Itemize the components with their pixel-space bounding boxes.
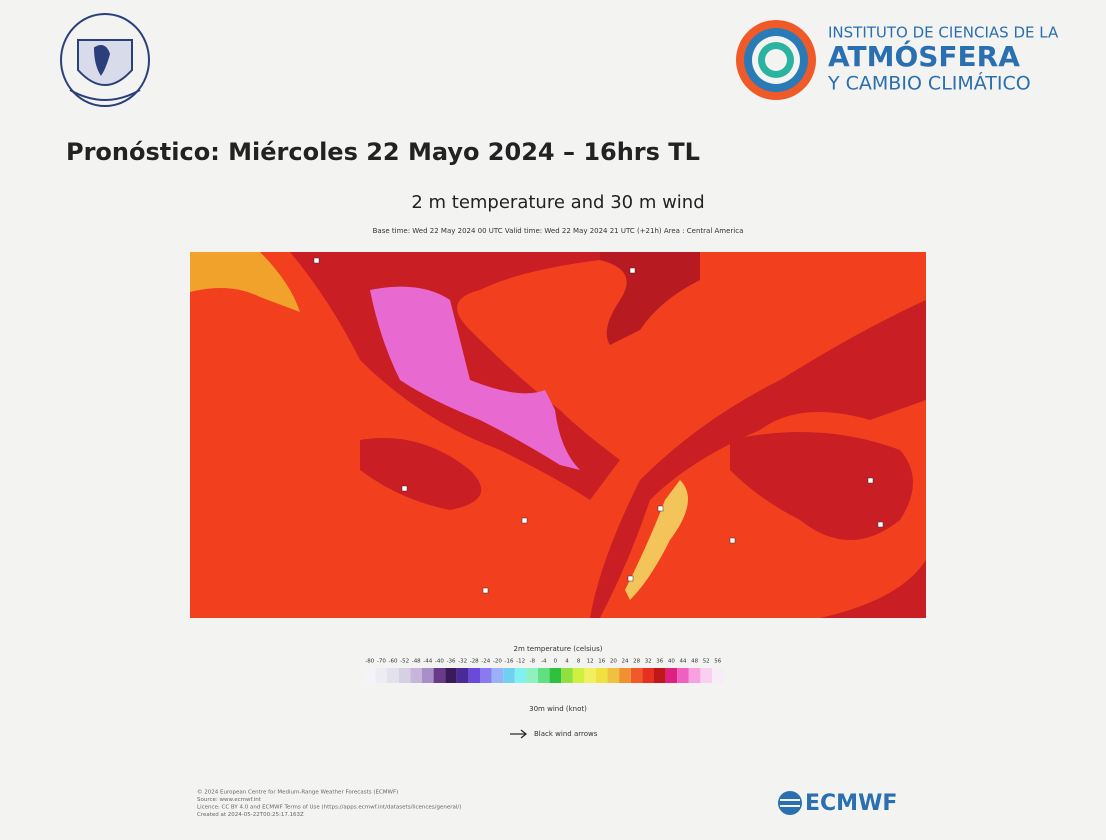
colorbar-tick-label: 0 (554, 659, 558, 665)
slide-title: Pronóstico: Miércoles 22 Mayo 2024 – 16h… (66, 138, 700, 166)
colorbar-cell (688, 668, 701, 683)
footer-line: Created at 2024-05-22T00:25:17.163Z (197, 812, 304, 818)
wind-legend-label: Black wind arrows (534, 730, 598, 738)
colorbar-cell (561, 668, 573, 683)
colorbar-cell (607, 668, 620, 683)
colorbar-cell (619, 668, 631, 683)
colorbar-tick-label: 16 (598, 659, 605, 665)
colorbar-cell (712, 668, 724, 683)
footer-line: Source: www.ecmwf.int (197, 797, 262, 803)
map-subtitle: Base time: Wed 22 May 2024 00 UTC Valid … (373, 227, 744, 235)
colorbar-cell (630, 668, 643, 683)
colorbar-tick-label: -70 (377, 659, 386, 665)
colorbar-tick-label: -24 (481, 659, 490, 665)
colorbar-cell (654, 668, 666, 683)
colorbar-tick-label: -36 (447, 659, 456, 665)
colorbar-cell (456, 668, 469, 683)
colorbar-cell (665, 668, 678, 683)
colorbar-tick-label: 52 (703, 659, 710, 665)
institute-line: ATMÓSFERA (828, 39, 1020, 73)
colorbar-cell (422, 668, 434, 683)
colorbar-tick-label: -28 (470, 659, 479, 665)
institute-line: INSTITUTO DE CIENCIAS DE LA (828, 24, 1059, 42)
colorbar-tick-label: 48 (691, 659, 698, 665)
wind-legend-title: 30m wind (knot) (529, 705, 587, 713)
colorbar-tick-label: 36 (656, 659, 663, 665)
institute-line: Y CAMBIO CLIMÁTICO (827, 72, 1031, 95)
colorbar-tick-label: 8 (577, 659, 581, 665)
colorbar-cell (526, 668, 538, 683)
colorbar-cell (584, 668, 596, 683)
colorbar-cell (445, 668, 457, 683)
colorbar-cell (433, 668, 446, 683)
footer: © 2024 European Centre for Medium-Range … (197, 789, 461, 819)
colorbar-tick-label: 32 (645, 659, 652, 665)
map-title: 2 m temperature and 30 m wind (411, 192, 704, 213)
colorbar-tick-label: -44 (423, 659, 432, 665)
colorbar-cell (514, 668, 527, 683)
colorbar-tick-label: -20 (493, 659, 502, 665)
colorbar-cell (642, 668, 654, 683)
footer-line: Licence: CC BY 4.0 and ECMWF Terms of Us… (197, 805, 461, 811)
colorbar-tick-label: 28 (633, 659, 640, 665)
colorbar-tick-label: 4 (565, 659, 569, 665)
colorbar-cell (538, 668, 550, 683)
colorbar-cell (410, 668, 422, 683)
colorbar-cell (549, 668, 562, 683)
colorbar-cell (468, 668, 480, 683)
colorbar-tick-label: -60 (389, 659, 398, 665)
colorbar-cell (491, 668, 504, 683)
colorbar-tick-label: 24 (622, 659, 629, 665)
colorbar-tick-label: -8 (529, 659, 535, 665)
colorbar-cell (677, 668, 689, 683)
colorbar-cell (375, 668, 388, 683)
colorbar-cell (387, 668, 399, 683)
colorbar-cell (480, 668, 492, 683)
colorbar-tick-label: -12 (516, 659, 525, 665)
ecmwf-logo: ECMWF (778, 791, 897, 816)
colorbar-cell (503, 668, 515, 683)
brand: ECMWF (805, 791, 897, 816)
colorbar-tick-label: -4 (541, 659, 547, 665)
colorbar-tick-label: -32 (458, 659, 467, 665)
colorbar-tick-label: -48 (412, 659, 421, 665)
colorbar-tick-label: -40 (435, 659, 444, 665)
colorbar-tick-label: -80 (365, 659, 374, 665)
colorbar-cell (398, 668, 411, 683)
colorbar-tick-label: -52 (400, 659, 409, 665)
colorbar-cell (572, 668, 585, 683)
icaycc-logo: INSTITUTO DE CIENCIAS DE LA ATMÓSFERA Y … (736, 20, 1059, 100)
colorbar-label: 2m temperature (celsius) (514, 645, 603, 653)
colorbar-cell (596, 668, 608, 683)
colorbar-tick-label: -16 (505, 659, 514, 665)
colorbar-tick-label: 56 (714, 659, 721, 665)
map (190, 252, 926, 618)
colorbar: -80 -70 -60 -52 -48 -44 -40 -36 -32 -28 -24 -20 -16-… (364, 659, 724, 683)
colorbar-tick-label: 12 (587, 659, 594, 665)
colorbar-cell (364, 668, 376, 683)
wind-arrow-icon (510, 729, 527, 739)
colorbar-cell (700, 668, 712, 683)
colorbar-tick-label: 40 (668, 659, 675, 665)
colorbar-tick-label: 44 (680, 659, 687, 665)
unam-logo (60, 13, 150, 107)
colorbar-tick-label: 20 (610, 659, 617, 665)
footer-line: © 2024 European Centre for Medium-Range … (197, 789, 398, 796)
